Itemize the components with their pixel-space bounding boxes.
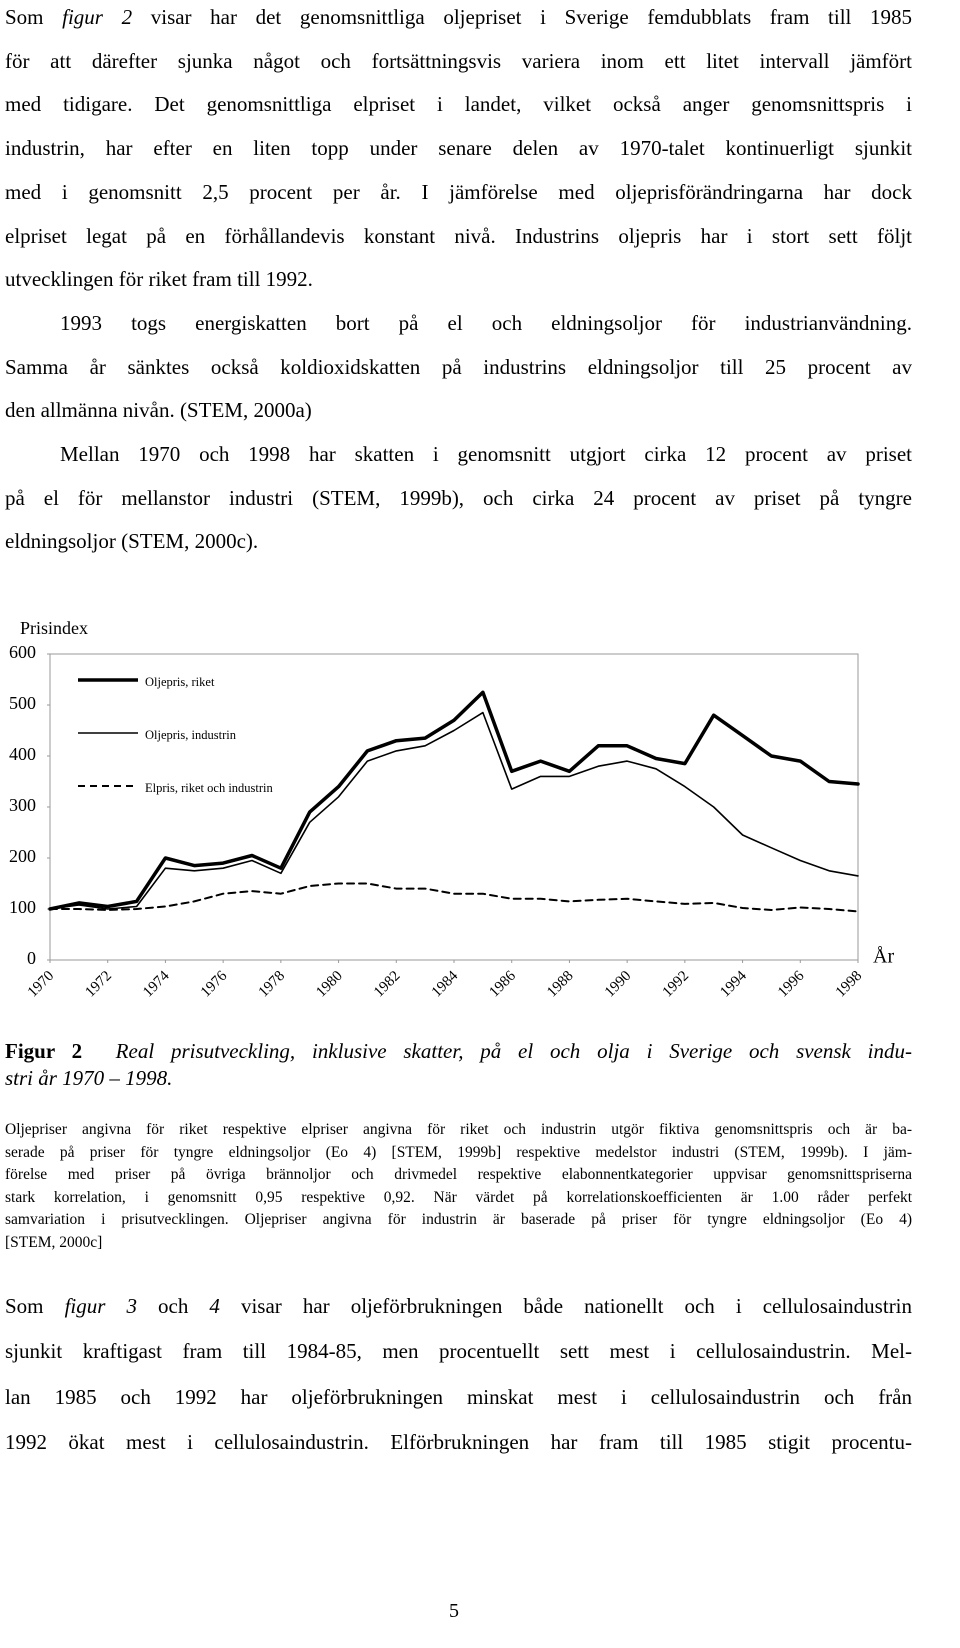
text-line: på el för mellanstor industri (STEM, 199… <box>5 485 912 510</box>
x-tick-label: 1992 <box>660 968 693 1001</box>
series-line <box>49 711 859 910</box>
text: visar har oljeförbrukningen både natione… <box>219 1294 913 1318</box>
paragraph: Som figur 3 och 4 visar har oljeförbrukn… <box>5 1284 912 1465</box>
text-line: elpriset legat på en förhållandevis kons… <box>5 223 912 248</box>
legend-label: Elpris, riket och industrin <box>145 781 274 795</box>
text: och <box>136 1294 210 1318</box>
text-line: lan 1985 och 1992 har oljeförbrukningen … <box>5 1384 912 1409</box>
x-tick-label: 1990 <box>602 968 635 1001</box>
text-line: eldningsoljor (STEM, 2000c). <box>5 529 259 554</box>
y-tick-label: 400 <box>9 744 36 764</box>
x-tick-label: 1974 <box>140 968 173 1001</box>
text-line: Som figur 2 visar har det genomsnittliga… <box>5 0 912 40</box>
text-line: sjunkit kraftigast fram till 1984-85, me… <box>5 1339 912 1364</box>
x-tick-label: 1980 <box>313 968 346 1001</box>
x-tick-label: 1976 <box>198 968 231 1001</box>
chart: Prisindex År 0 100 200 300 400 500 600 1970 1972… <box>9 618 894 1001</box>
series-line <box>48 690 860 911</box>
emphasis: figur 2 <box>62 5 133 29</box>
text: Som <box>5 5 63 29</box>
emphasis: figur 3 <box>64 1294 137 1318</box>
x-axis-label: År <box>873 946 894 968</box>
text: Som <box>5 1294 65 1318</box>
x-tick-label: 1982 <box>371 968 404 1001</box>
series-line <box>49 882 859 913</box>
text-line: med tidigare. Det genomsnittliga elprise… <box>5 92 912 117</box>
x-tick-label: 1986 <box>486 968 519 1001</box>
x-tick-label: 1988 <box>544 968 577 1001</box>
text-line: stark korrelation, i genomsnitt 0,95 res… <box>5 1188 912 1206</box>
x-tick-label: 1972 <box>82 968 115 1001</box>
text-line: 1992 ökat mest i cellulosaindustrin. Elf… <box>5 1429 912 1454</box>
y-tick-label: 300 <box>9 795 36 815</box>
y-tick-label: 0 <box>27 948 36 968</box>
caption-text: Real prisutveckling, inklusive skatter, … <box>115 1039 912 1063</box>
x-tick-label: 1984 <box>429 968 462 1001</box>
figure-label: Figur 2 <box>5 1039 83 1063</box>
x-tick-label: 1994 <box>717 968 750 1001</box>
text-line: den allmänna nivån. (STEM, 2000a) <box>5 398 312 423</box>
figure-caption: Figur 2 Real prisutveckling, inklusive s… <box>5 1038 912 1092</box>
y-tick-label: 600 <box>9 642 36 662</box>
legend-label: Oljepris, riket <box>145 675 215 689</box>
y-tick-label: 200 <box>9 846 36 866</box>
text-line: Samma år sänktes också koldioxidskatten … <box>5 354 912 379</box>
text-line: samvariation i prisutvecklingen. Oljepri… <box>5 1211 912 1229</box>
text-line: med i genomsnitt 2,5 procent per år. I j… <box>5 179 912 204</box>
text-line: industrin, har efter en liten topp under… <box>5 136 912 161</box>
text-line: [STEM, 2000c] <box>5 1233 103 1251</box>
figure-note: Oljepriser angivna för riket respektive … <box>5 1119 912 1255</box>
caption-line: stri år 1970 – 1998. <box>5 1065 912 1092</box>
page-number: 5 <box>449 1600 459 1622</box>
text-line: 1993 togs energiskatten bort på el och e… <box>60 310 912 335</box>
caption-text: stri år 1970 – 1998. <box>5 1066 173 1090</box>
x-tick-label: 1970 <box>25 968 58 1001</box>
x-tick-label: 1978 <box>256 968 289 1001</box>
paragraph: 1993 togs energiskatten bort på el och e… <box>5 302 912 433</box>
text-line: Mellan 1970 och 1998 har skatten i genom… <box>60 442 912 467</box>
caption-line: Figur 2 Real prisutveckling, inklusive s… <box>5 1038 912 1065</box>
text-line: utvecklingen för riket fram till 1992. <box>5 267 313 292</box>
body-text: Som figur 2 visar har det genomsnittliga… <box>5 0 912 564</box>
text-line: Som figur 3 och 4 visar har oljeförbrukn… <box>5 1284 912 1329</box>
emphasis: 4 <box>209 1294 220 1318</box>
x-tick-label: 1998 <box>833 968 866 1001</box>
paragraph: Som figur 2 visar har det genomsnittliga… <box>5 0 912 302</box>
legend-label: Oljepris, industrin <box>145 728 237 742</box>
paragraph: Mellan 1970 och 1998 har skatten i genom… <box>5 433 912 564</box>
y-axis-label: Prisindex <box>20 618 88 638</box>
text-line: serade på priser för tyngre eldningsoljo… <box>5 1143 912 1161</box>
y-tick-label: 100 <box>9 897 36 917</box>
text-line: Oljepriser angivna för riket respektive … <box>5 1121 912 1138</box>
text-line: för att därefter sjunka något och fortsä… <box>5 48 912 73</box>
text-line: förelse med priser på övriga brännoljor … <box>5 1166 912 1184</box>
y-tick-label: 500 <box>9 693 36 713</box>
plot-frame <box>49 653 859 961</box>
text: visar har det genomsnittliga oljepriset … <box>132 5 912 29</box>
x-tick-label: 1996 <box>775 968 808 1001</box>
